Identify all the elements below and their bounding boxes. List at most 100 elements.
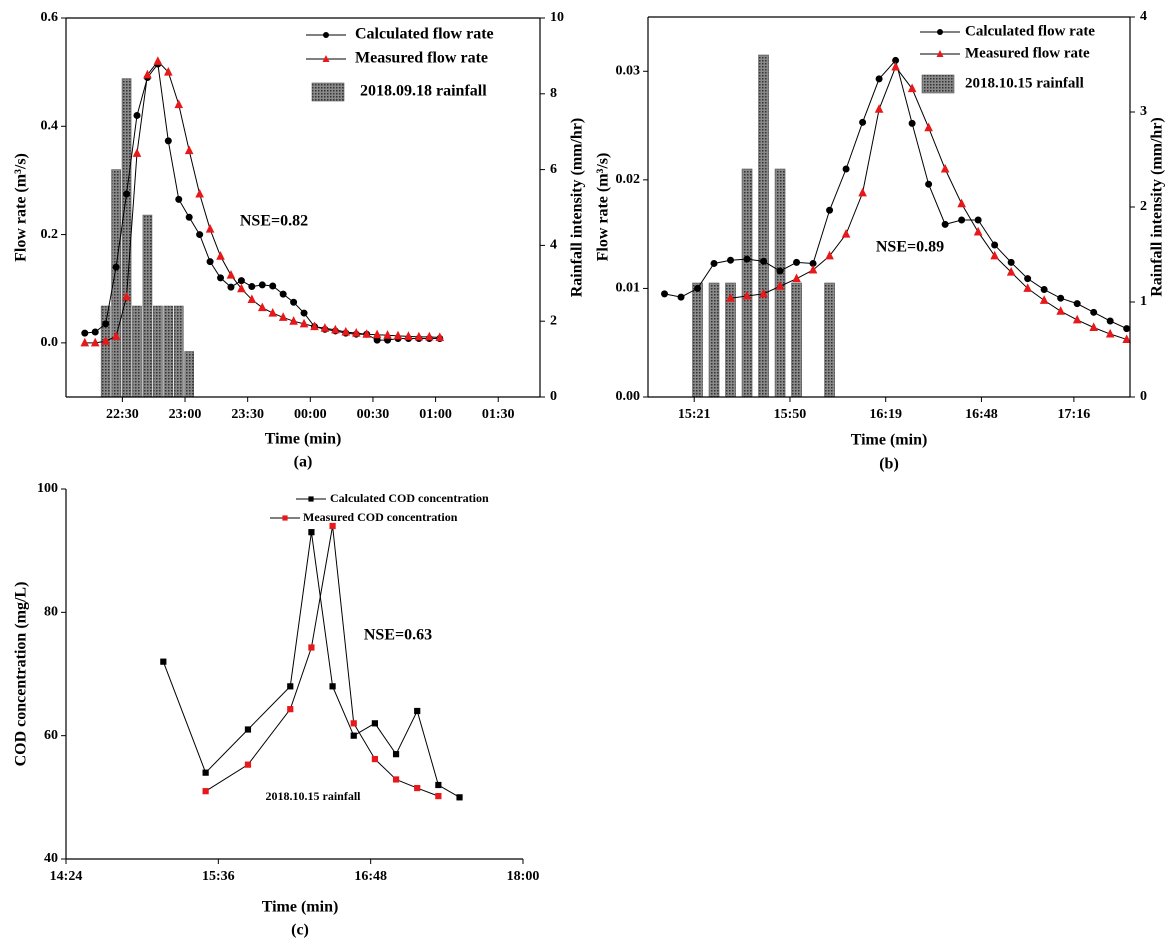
marker xyxy=(247,294,257,304)
y-tick-label: 80 xyxy=(44,605,58,620)
x-tick-label: 16:48 xyxy=(354,869,387,884)
rain-bar xyxy=(692,282,703,398)
marker xyxy=(393,330,403,340)
y2-tick-label: 2 xyxy=(1140,199,1147,214)
x-tick-label: 01:30 xyxy=(482,407,515,422)
marker xyxy=(435,793,442,800)
legend-label: Calculated COD concentration xyxy=(330,491,489,505)
legend-marker xyxy=(322,55,330,62)
legend-label: Measured COD concentration xyxy=(303,510,458,524)
x-tick-label: 14:24 xyxy=(50,869,83,884)
marker xyxy=(331,324,340,334)
marker xyxy=(958,216,966,224)
x-tick-label: 15:36 xyxy=(202,869,235,884)
y-tick-label: 0.4 xyxy=(41,119,59,134)
annotation: NSE=0.63 xyxy=(364,627,432,644)
marker xyxy=(244,761,252,768)
marker xyxy=(351,327,361,337)
y-tick-label: 0.03 xyxy=(616,64,641,79)
series-line xyxy=(730,65,1127,340)
marker xyxy=(414,331,424,341)
marker xyxy=(227,283,235,291)
x-tick-label: 17:16 xyxy=(1058,407,1091,422)
marker xyxy=(287,683,294,690)
marker xyxy=(792,273,801,283)
y-axis-label: Flow rate (m³/s) xyxy=(595,153,612,262)
marker xyxy=(372,329,382,339)
marker xyxy=(164,67,173,76)
marker xyxy=(1072,314,1082,324)
marker xyxy=(1089,322,1098,332)
marker xyxy=(677,293,685,301)
x-tick-label: 16:19 xyxy=(869,407,902,422)
marker xyxy=(248,283,256,291)
marker xyxy=(940,163,950,173)
marker xyxy=(414,707,421,715)
y2-tick-label: 3 xyxy=(1140,104,1147,119)
series-line xyxy=(84,62,440,341)
rain-bar xyxy=(173,305,184,398)
legend-swatch xyxy=(311,82,345,102)
marker xyxy=(174,99,184,109)
x-tick-label: 16:48 xyxy=(965,407,998,422)
y2-tick-label: 0 xyxy=(1140,389,1147,404)
marker xyxy=(392,776,400,783)
marker xyxy=(826,206,834,214)
marker xyxy=(414,784,421,792)
marker xyxy=(776,267,784,275)
marker xyxy=(132,148,142,157)
marker xyxy=(793,258,801,266)
rain-bar xyxy=(708,282,720,398)
marker xyxy=(320,323,330,332)
legend-label: 2018.09.18 rainfall xyxy=(360,83,487,100)
marker xyxy=(875,75,883,83)
x-axis-label: Time (min) xyxy=(262,899,339,916)
y2-axis-label: Rainfall intensity (mm/hr) xyxy=(569,118,586,298)
marker xyxy=(383,330,392,339)
marker xyxy=(760,257,768,265)
marker xyxy=(435,332,445,341)
marker xyxy=(891,61,900,71)
caption: (c) xyxy=(291,922,309,939)
x-tick-label: 00:30 xyxy=(357,407,390,422)
legend-marker xyxy=(323,32,329,38)
y-tick-label: 60 xyxy=(44,728,58,743)
marker xyxy=(392,751,400,758)
marker xyxy=(957,198,966,208)
annotation: 2018.10.15 rainfall xyxy=(266,789,362,803)
marker xyxy=(727,256,735,264)
rain-bar xyxy=(100,305,111,398)
y-tick-label: 0.0 xyxy=(41,335,59,350)
rain-bar xyxy=(824,282,835,398)
y-tick-label: 40 xyxy=(44,851,58,866)
marker xyxy=(907,83,917,93)
legend-swatch xyxy=(921,74,955,94)
marker xyxy=(310,321,319,331)
legend-marker xyxy=(308,496,314,502)
marker xyxy=(257,302,267,312)
marker xyxy=(258,281,266,289)
x-axis-label: Time (min) xyxy=(851,432,928,449)
marker xyxy=(202,769,209,776)
y-tick-label: 0.02 xyxy=(616,172,641,187)
legend-label: Calculated flow rate xyxy=(965,23,1095,39)
marker xyxy=(123,190,131,198)
y2-tick-label: 4 xyxy=(550,238,557,253)
rain-bar xyxy=(121,78,132,398)
marker xyxy=(308,529,315,536)
marker xyxy=(175,195,183,203)
legend-label: 2018.10.15 rainfall xyxy=(965,75,1084,91)
marker xyxy=(1007,258,1015,266)
marker xyxy=(1039,295,1049,304)
y-axis-label: Flow rate (m³/s) xyxy=(13,153,30,262)
caption: (b) xyxy=(879,456,899,473)
marker xyxy=(1057,294,1065,302)
rain-bar xyxy=(791,282,802,398)
marker xyxy=(308,644,315,651)
rain-bar xyxy=(758,54,769,398)
marker xyxy=(759,288,768,298)
marker xyxy=(404,331,413,340)
marker xyxy=(371,756,378,763)
marker xyxy=(1073,300,1081,308)
x-tick-label: 18:00 xyxy=(507,869,540,884)
